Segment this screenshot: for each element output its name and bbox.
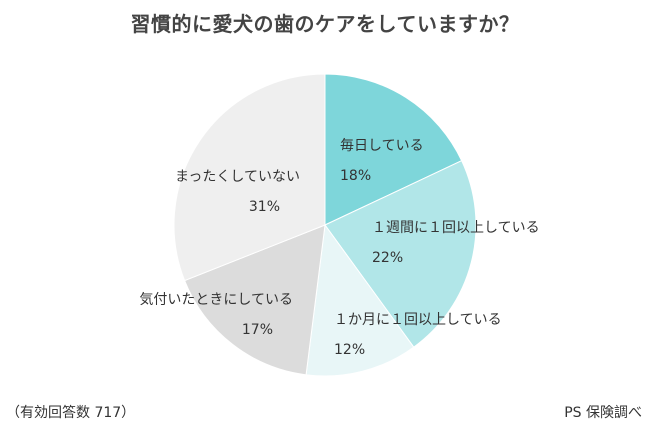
slice-percent-label: 22%	[372, 250, 403, 266]
slice-label: １週間に１回以上している	[372, 220, 540, 236]
slice-label: １か月に１回以上している	[334, 312, 502, 328]
slice-percent-label: 18%	[340, 168, 371, 184]
slice-label: まったくしていない	[175, 169, 300, 185]
slice-percent-label: 12%	[334, 342, 365, 358]
slice-label: 気付いたときにしている	[139, 292, 293, 308]
source-note: PS 保険調べ	[564, 402, 642, 422]
slice-percent-label: 17%	[242, 322, 273, 338]
slice-label: 毎日している	[340, 138, 424, 154]
sample-size-note: （有効回答数 717）	[6, 402, 135, 422]
slice-percent-label: 31%	[249, 199, 280, 215]
